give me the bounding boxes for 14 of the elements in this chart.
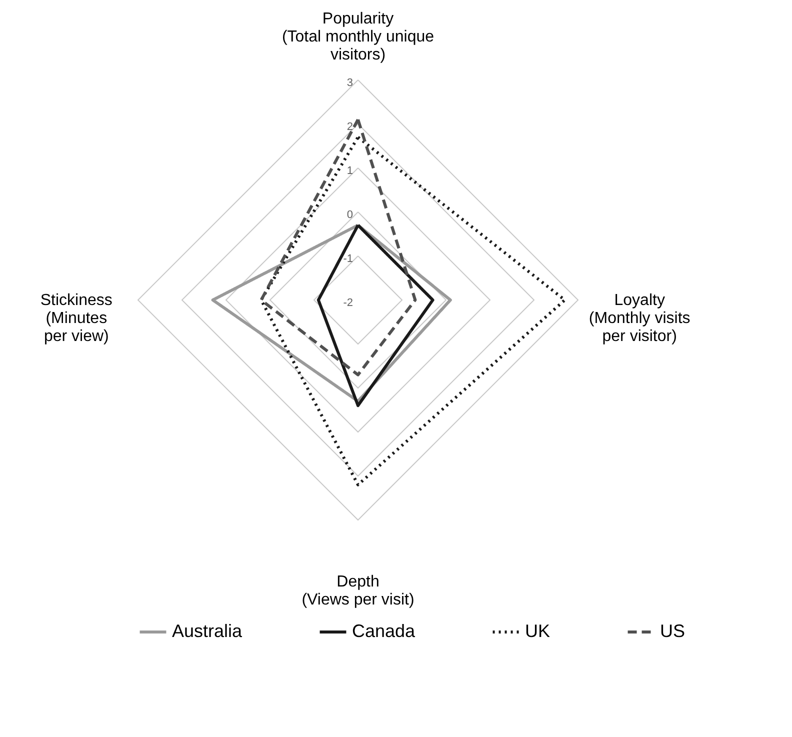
- legend-label: Canada: [352, 621, 416, 641]
- legend-label: UK: [525, 621, 550, 641]
- legend-label: Australia: [172, 621, 244, 641]
- y-tick-label: 0: [346, 209, 353, 221]
- legend-label: US: [660, 621, 686, 641]
- spoke-label: Stickiness (Minutes per view): [40, 292, 112, 345]
- y-tick-label: -1: [343, 253, 353, 265]
- spoke-label: Depth (Views per visit): [302, 574, 414, 609]
- y-tick-label: -2: [343, 297, 353, 309]
- spoke-label: Loyalty (Monthly visits per visitor): [588, 292, 690, 345]
- y-tick-label: 1: [346, 165, 353, 177]
- y-tick-label: 2: [346, 121, 353, 133]
- spoke-label: Popularity (Total monthly unique visitors): [282, 10, 434, 64]
- y-tick-label: 3: [346, 77, 353, 89]
